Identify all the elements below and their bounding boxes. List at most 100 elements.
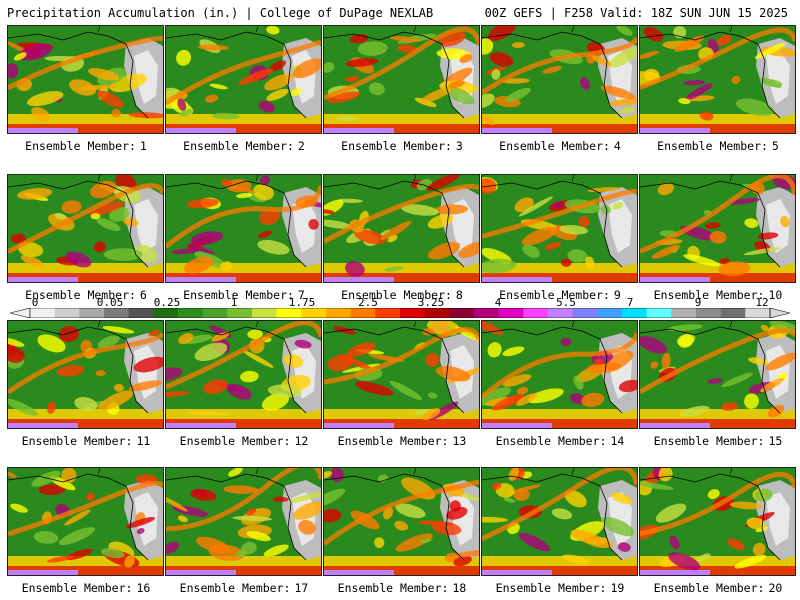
precip-map (481, 25, 638, 134)
ensemble-member-number: 8 (455, 288, 463, 302)
ensemble-member-caption: Ensemble Member: 8 (323, 288, 481, 302)
scale-swatch (523, 308, 549, 318)
scale-tick-label: 4 (494, 296, 502, 309)
scale-swatch (449, 308, 475, 318)
scale-arrow-right (769, 308, 790, 318)
scale-swatch (202, 308, 228, 318)
ensemble-member-caption: Ensemble Member: 10 (639, 288, 797, 302)
scale-swatch (474, 308, 499, 318)
ensemble-member-caption: Ensemble Member: 12 (165, 434, 323, 448)
scale-swatch (375, 308, 401, 318)
scale-swatch (30, 308, 55, 318)
header: Precipitation Accumulation (in.) | Colle… (0, 0, 800, 24)
ensemble-member-label: Ensemble Member: (337, 581, 449, 595)
ensemble-member-number: 3 (455, 139, 463, 153)
ensemble-member-number: 14 (610, 434, 625, 448)
ensemble-member-label: Ensemble Member: (341, 288, 452, 302)
precip-map (639, 467, 796, 576)
precip-map (323, 174, 480, 283)
scale-swatch (153, 308, 179, 318)
ensemble-member-label: Ensemble Member: (499, 139, 610, 153)
ensemble-member-number: 6 (139, 288, 147, 302)
ensemble-member-caption: Ensemble Member: 20 (639, 581, 797, 595)
scale-tick-label: 0 (31, 296, 39, 309)
ensemble-member-caption: Ensemble Member: 5 (639, 139, 797, 153)
ensemble-member-number: 9 (613, 288, 621, 302)
ensemble-member-label: Ensemble Member: (495, 434, 607, 448)
ensemble-member-number: 15 (768, 434, 783, 448)
precip-map (481, 467, 638, 576)
scale-swatch (104, 308, 129, 318)
ensemble-member-number: 10 (768, 288, 783, 302)
scale-swatch (622, 308, 647, 318)
ensemble-member-label: Ensemble Member: (179, 434, 291, 448)
scale-swatch (252, 308, 277, 318)
ensemble-member-number: 2 (297, 139, 305, 153)
ensemble-member-caption: Ensemble Member: 16 (7, 581, 165, 595)
precip-map (165, 467, 322, 576)
ensemble-member-label: Ensemble Member: (179, 581, 291, 595)
scale-tick-label: 5.5 (556, 296, 576, 309)
scale-tick-label: 1.75 (288, 296, 316, 309)
ensemble-member-caption: Ensemble Member: 13 (323, 434, 481, 448)
scale-swatch (597, 308, 623, 318)
precip-map (165, 174, 322, 283)
precip-map (481, 174, 638, 283)
ensemble-member-label: Ensemble Member: (21, 581, 133, 595)
ensemble-member-caption: Ensemble Member: 1 (7, 139, 165, 153)
ensemble-member-caption: Ensemble Member: 6 (7, 288, 165, 302)
scale-swatch (276, 308, 302, 318)
precip-map (323, 25, 480, 134)
ensemble-member-number: 13 (452, 434, 467, 448)
scale-arrow-left (10, 308, 31, 318)
ensemble-member-number: 19 (610, 581, 625, 595)
ensemble-member-label: Ensemble Member: (25, 288, 136, 302)
scale-swatch (498, 308, 524, 318)
color-scale-labels: 0 0.05 0.25 1 1.75 2.5 3.25 4 5.5 7 9 12 (10, 296, 790, 309)
precip-map (481, 320, 638, 429)
ensemble-member-number: 16 (136, 581, 151, 595)
scale-tick-label: 2.5 (358, 296, 378, 309)
color-scale: 0 0.05 0.25 1 1.75 2.5 3.25 4 5.5 7 9 12 (10, 296, 790, 324)
scale-swatch (671, 308, 697, 318)
precip-map (323, 467, 480, 576)
precip-map (639, 174, 796, 283)
ensemble-member-number: 18 (452, 581, 467, 595)
ensemble-member-label: Ensemble Member: (341, 139, 452, 153)
ensemble-member-caption: Ensemble Member: 19 (481, 581, 639, 595)
ensemble-member-number: 7 (297, 288, 305, 302)
scale-swatch (572, 308, 598, 318)
scale-tick-label: 9 (694, 296, 702, 309)
scale-tick-label: 0.05 (96, 296, 124, 309)
scale-swatch (400, 308, 425, 318)
ensemble-member-caption: Ensemble Member: 9 (481, 288, 639, 302)
precip-map (165, 25, 322, 134)
scale-swatch (350, 308, 376, 318)
scale-swatch (720, 308, 746, 318)
scale-swatch (646, 308, 672, 318)
color-scale-bar (10, 308, 790, 318)
ensemble-member-label: Ensemble Member: (653, 581, 765, 595)
ensemble-member-label: Ensemble Member: (25, 139, 136, 153)
ensemble-member-label: Ensemble Member: (657, 139, 768, 153)
scale-swatch (424, 308, 450, 318)
scale-tick-label: 3.25 (417, 296, 445, 309)
scale-swatch (227, 308, 253, 318)
ensemble-member-caption: Ensemble Member: 15 (639, 434, 797, 448)
ensemble-member-label: Ensemble Member: (653, 434, 765, 448)
scale-tick-label: 12 (755, 296, 769, 309)
ensemble-member-caption: Ensemble Member: 17 (165, 581, 323, 595)
ensemble-member-number: 12 (294, 434, 309, 448)
precip-map (7, 25, 164, 134)
ensemble-member-caption: Ensemble Member: 3 (323, 139, 481, 153)
precip-map (323, 320, 480, 429)
precip-map (165, 320, 322, 429)
map-title: Precipitation Accumulation (in.) | Colle… (7, 6, 434, 20)
ensemble-member-number: 5 (771, 139, 779, 153)
scale-swatch (548, 308, 573, 318)
scale-swatch (128, 308, 154, 318)
precip-map (7, 174, 164, 283)
scale-swatch (301, 308, 327, 318)
ensemble-member-label: Ensemble Member: (495, 581, 607, 595)
